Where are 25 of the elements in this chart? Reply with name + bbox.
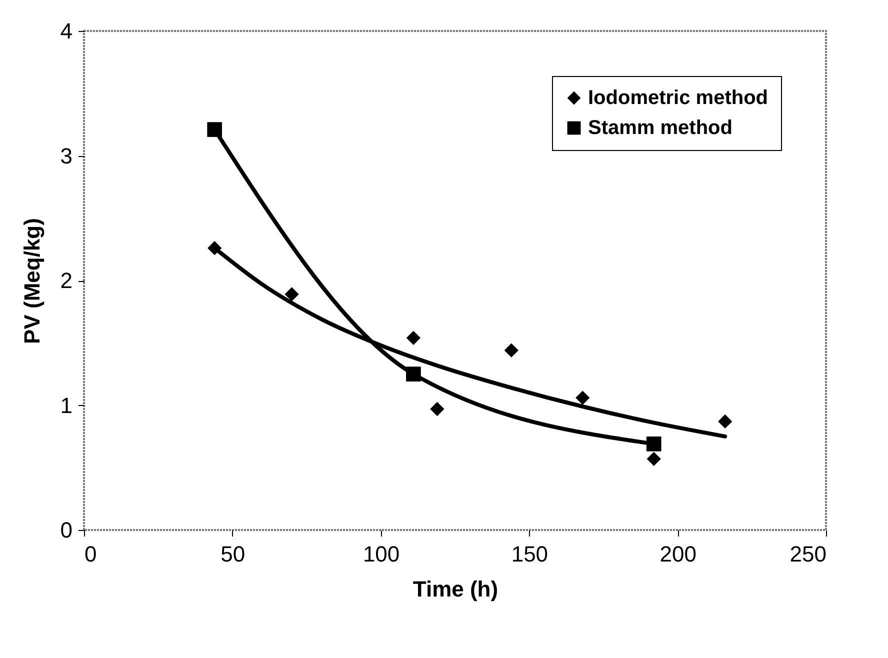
y-tick-label: 4 (60, 18, 72, 44)
x-axis-title: Time (h) (412, 576, 498, 602)
point (406, 330, 421, 345)
y-tick-label: 1 (60, 392, 72, 418)
y-tick-label: 3 (60, 143, 72, 168)
point (576, 390, 590, 405)
x-tick-label: 150 (511, 542, 548, 566)
point (504, 343, 518, 358)
x-tick-label: 200 (660, 542, 696, 566)
point (406, 366, 421, 382)
x-tick-label: 250 (790, 542, 826, 566)
y-tick-label: 0 (60, 518, 72, 542)
point (646, 452, 661, 466)
x-tick-label: 50 (220, 542, 246, 566)
point (430, 402, 444, 416)
point (284, 287, 299, 302)
y-tick-label: 2 (60, 268, 72, 293)
x-tick-label: 100 (362, 542, 400, 566)
y-axis-title: PV (Meq/kg) (19, 218, 44, 344)
point (718, 414, 732, 429)
legend-label: Stamm method (588, 117, 732, 139)
point (207, 122, 222, 137)
point (646, 436, 662, 452)
x-tick-label: 0 (84, 542, 97, 566)
legend-label: Iodometric method (588, 87, 768, 109)
